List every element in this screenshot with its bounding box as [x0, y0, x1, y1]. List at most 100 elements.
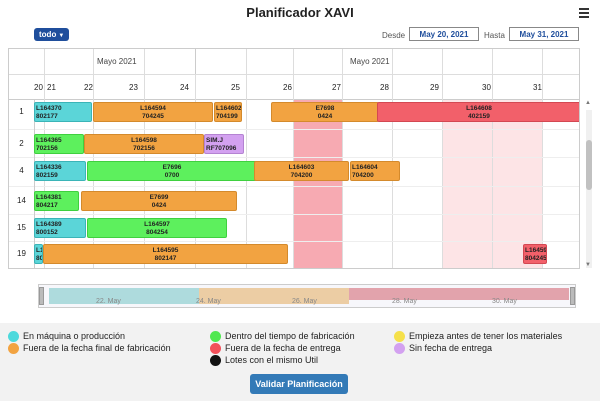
- task-bar[interactable]: E7699 0424: [81, 191, 237, 211]
- task-code: L164595: [152, 247, 179, 254]
- hasta-date-input[interactable]: May 31, 2021: [509, 27, 579, 41]
- task-bar[interactable]: L164336 802159: [34, 161, 86, 181]
- task-code: L164608: [466, 105, 492, 112]
- task-ref: 402159: [468, 113, 490, 120]
- task-bar[interactable]: L164393801081: [34, 244, 43, 264]
- task-ref: 801081: [36, 255, 43, 262]
- task-bar[interactable]: L164594 704245: [93, 102, 213, 122]
- legend-label: Lotes con el mismo Util: [225, 355, 319, 365]
- day-label: 20: [34, 83, 43, 92]
- navigator-date-label: 26. May: [292, 298, 317, 305]
- task-code: L164393: [36, 247, 42, 254]
- task-ref: 704200: [290, 172, 313, 179]
- page-title: Planificador XAVI: [246, 5, 354, 20]
- task-ref: 702156: [133, 145, 155, 152]
- hamburger-menu-icon[interactable]: [579, 8, 589, 18]
- gantt-timeline[interactable]: Mayo 2021 Mayo 2021 20 21 22 23 24 25 26 27 28 29…: [8, 48, 580, 269]
- task-bar[interactable]: L164370 802177: [34, 102, 92, 122]
- scroll-down-arrow-icon[interactable]: ▼: [585, 262, 591, 268]
- task-code: L164381: [36, 194, 62, 201]
- day-label: 22: [84, 83, 93, 92]
- legend-label: Empieza antes de tener los materiales: [409, 331, 563, 341]
- task-bar[interactable]: E7696 0700: [87, 161, 257, 181]
- group-filter-value: todo: [39, 30, 57, 39]
- task-bar[interactable]: L164608 402159: [377, 102, 579, 122]
- group-filter-dropdown[interactable]: todo ▼: [34, 28, 70, 41]
- legend-color-dot: [210, 343, 221, 354]
- task-code: L164597: [144, 221, 170, 228]
- legend-label: Sin fecha de entrega: [409, 343, 493, 353]
- day-label: 26: [283, 83, 292, 92]
- desde-date-input[interactable]: May 20, 2021: [409, 27, 479, 41]
- task-code: L164593: [525, 247, 547, 254]
- task-bar[interactable]: L164597 804254: [87, 218, 227, 238]
- navigator-series: [349, 288, 569, 300]
- hasta-label: Hasta: [484, 31, 505, 40]
- month-label: Mayo 2021: [350, 57, 390, 66]
- task-code: L164389: [36, 221, 62, 228]
- task-bar[interactable]: L164598 702156: [84, 134, 204, 154]
- row-label: 2: [19, 139, 24, 148]
- task-bar[interactable]: L164365 702156: [34, 134, 84, 154]
- scroll-up-arrow-icon[interactable]: ▲: [585, 100, 591, 106]
- navigator-right-handle[interactable]: [570, 287, 575, 305]
- scrollbar-thumb[interactable]: [586, 140, 592, 190]
- legend-color-dot: [394, 343, 405, 354]
- task-ref: 804245: [525, 255, 547, 262]
- task-ref: 804217: [36, 202, 58, 209]
- legend-color-dot: [210, 331, 221, 342]
- row-label: 1: [19, 107, 24, 116]
- task-code: L164604: [352, 164, 378, 171]
- caret-down-icon: ▼: [58, 33, 65, 39]
- day-label: 24: [180, 83, 189, 92]
- task-code: L164365: [36, 137, 62, 144]
- task-ref: 704200: [352, 172, 374, 179]
- task-ref: 0424: [317, 113, 333, 120]
- task-bar[interactable]: L164603 704200: [254, 161, 349, 181]
- row-label: 14: [17, 196, 26, 205]
- day-label: 21: [47, 83, 56, 92]
- task-code: L164603: [288, 164, 315, 171]
- legend-color-dot: [394, 331, 405, 342]
- task-bar[interactable]: L164593804245: [523, 244, 547, 264]
- task-bar[interactable]: L164595 802147: [43, 244, 288, 264]
- task-ref: 702156: [36, 145, 58, 152]
- legend-label: Dentro del tiempo de fabricación: [225, 331, 355, 341]
- task-code: L164602: [216, 105, 242, 112]
- navigator-left-handle[interactable]: [39, 287, 44, 305]
- row-label: 15: [17, 223, 26, 232]
- task-ref: 802177: [36, 113, 58, 120]
- task-bar[interactable]: L164381 804217: [34, 191, 79, 211]
- task-ref: 804254: [146, 229, 168, 236]
- task-bar[interactable]: L164602 704199: [214, 102, 242, 122]
- task-ref: 802159: [36, 172, 58, 179]
- timeline-navigator[interactable]: 22. May 24. May 26. May 28. May 30. May: [38, 284, 576, 308]
- task-bar[interactable]: SIM.J RF707096: [204, 134, 244, 154]
- task-bar[interactable]: L164389 800152: [34, 218, 86, 238]
- day-label: 23: [129, 83, 138, 92]
- day-label: 30: [482, 83, 491, 92]
- task-ref: 0700: [164, 172, 180, 179]
- task-code: L164594: [140, 105, 166, 112]
- task-bar[interactable]: L164604 704200: [350, 161, 400, 181]
- task-ref: RF707096: [206, 145, 237, 152]
- task-code: L164598: [131, 137, 157, 144]
- day-label: 27: [332, 83, 341, 92]
- legend-color-dot: [210, 355, 221, 366]
- day-label: 25: [231, 83, 240, 92]
- navigator-date-label: 22. May: [96, 298, 121, 305]
- task-code: L164370: [36, 105, 62, 112]
- legend-label: Fuera de la fecha de entrega: [225, 343, 341, 353]
- navigator-series: [49, 288, 199, 304]
- validate-planning-button[interactable]: Validar Planificación: [250, 374, 348, 394]
- legend-label: Fuera de la fecha final de fabricación: [23, 343, 171, 353]
- navigator-date-label: 30. May: [492, 298, 517, 305]
- task-bar[interactable]: E7698 0424: [271, 102, 379, 122]
- day-label: 29: [430, 83, 439, 92]
- task-code: E7698: [315, 105, 335, 112]
- navigator-date-label: 28. May: [392, 298, 417, 305]
- navigator-date-label: 24. May: [196, 298, 221, 305]
- highlight-column-today: [293, 100, 342, 268]
- legend-color-dot: [8, 331, 19, 342]
- desde-label: Desde: [382, 31, 406, 40]
